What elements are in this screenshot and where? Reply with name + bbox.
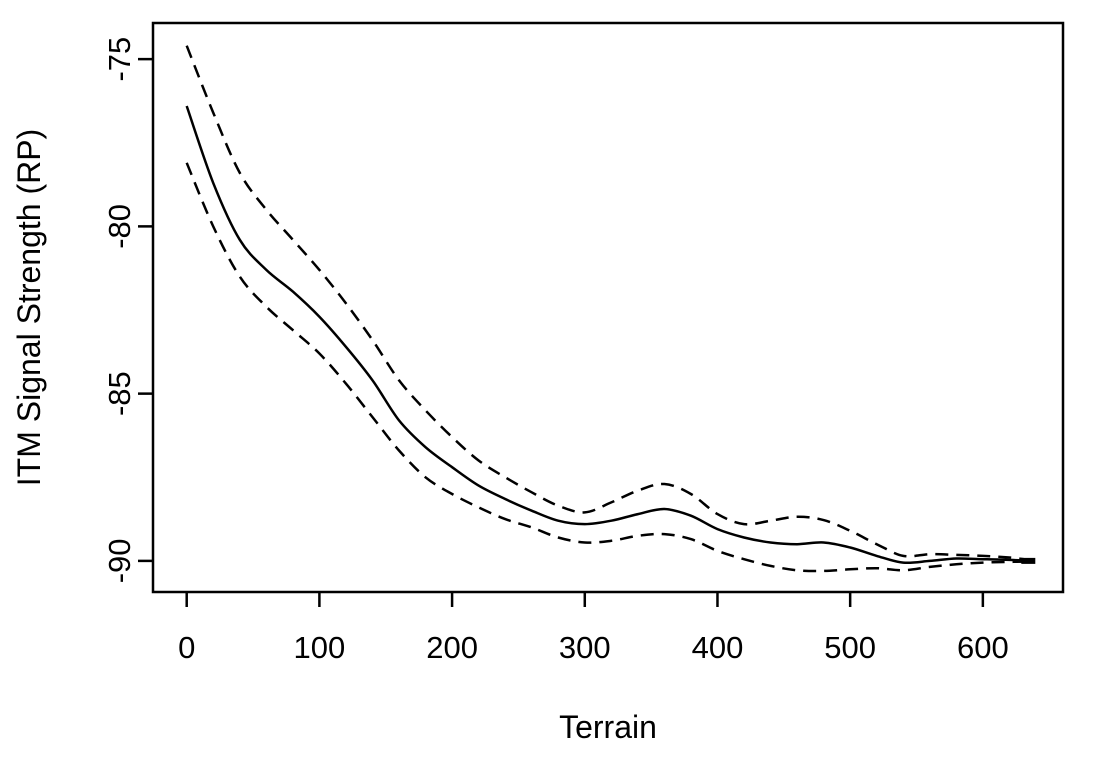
- lower-confidence-band-line: [185, 162, 1030, 573]
- x-axis-tick-label: 500: [824, 630, 876, 665]
- x-axis-tick-label: 0: [178, 630, 195, 665]
- series-lines: [185, 45, 1036, 573]
- series-end-marker: [1021, 557, 1036, 564]
- y-axis-tick-label: -85: [102, 371, 137, 416]
- y-axis-title: ITM Signal Strength (RP): [11, 129, 47, 486]
- x-axis: 0 100 200 300 400 500 600: [178, 592, 1009, 665]
- mean-line: [185, 105, 1030, 565]
- x-axis-tick-label: 400: [692, 630, 744, 665]
- y-axis-tick-label: -80: [102, 204, 137, 249]
- y-axis: -90 -85 -80 -75: [102, 37, 153, 583]
- y-axis-tick-label: -90: [102, 538, 137, 583]
- x-axis-tick-label: 200: [426, 630, 478, 665]
- y-axis-tick-label: -75: [102, 37, 137, 82]
- plot-box: [151, 21, 1065, 594]
- x-axis-tick-label: 600: [957, 630, 1009, 665]
- x-axis-tick-label: 100: [294, 630, 346, 665]
- x-axis-tick-label: 300: [559, 630, 611, 665]
- upper-confidence-band-line: [185, 45, 1030, 562]
- x-axis-title: Terrain: [559, 709, 657, 745]
